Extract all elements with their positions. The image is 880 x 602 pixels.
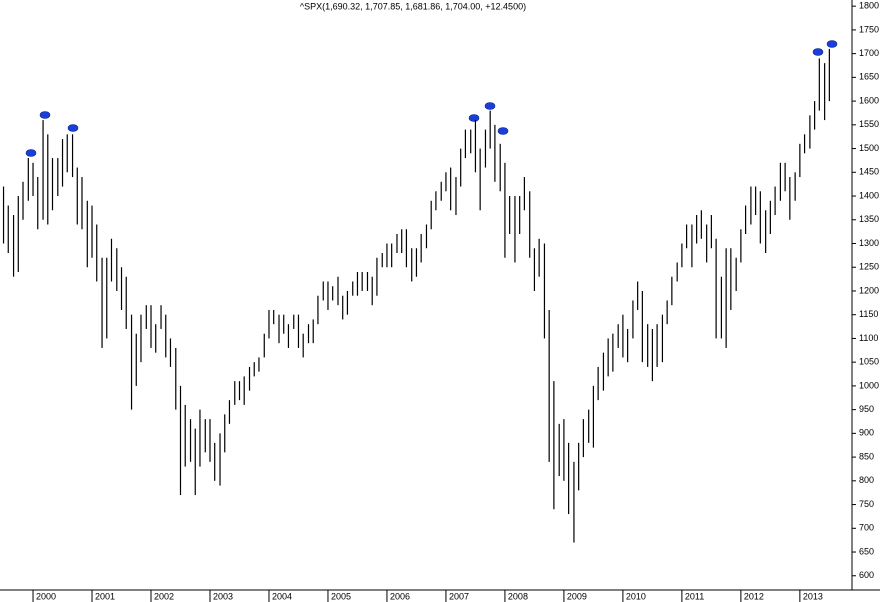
y-tick-label: 1200 xyxy=(859,285,879,295)
x-tick-label: 2005 xyxy=(331,591,351,601)
y-tick-label: 1150 xyxy=(859,309,878,319)
y-tick-label: 600 xyxy=(859,570,874,580)
x-tick-label: 2007 xyxy=(449,591,469,601)
y-tick-label: 850 xyxy=(859,451,874,461)
x-tick-label: 2013 xyxy=(803,591,823,601)
peak-marker xyxy=(39,111,51,119)
peak-marker xyxy=(497,127,509,135)
y-tick-label: 650 xyxy=(859,546,874,556)
y-tick-label: 1000 xyxy=(859,380,879,390)
y-tick-label: 1400 xyxy=(859,190,879,200)
peak-marker xyxy=(67,124,79,132)
x-tick-label: 2003 xyxy=(213,591,233,601)
y-tick-label: 1350 xyxy=(859,214,879,224)
x-tick-label: 2008 xyxy=(508,591,528,601)
peak-marker xyxy=(826,40,838,48)
y-tick-label: 900 xyxy=(859,428,874,438)
x-tick-label: 2004 xyxy=(272,591,292,601)
x-tick-label: 2009 xyxy=(567,591,587,601)
y-tick-label: 800 xyxy=(859,475,874,485)
y-tick-label: 1650 xyxy=(859,72,879,82)
peak-marker xyxy=(25,149,37,157)
y-tick-label: 1450 xyxy=(859,167,879,177)
y-tick-label: 1800 xyxy=(859,1,879,11)
y-tick-label: 750 xyxy=(859,499,874,509)
y-tick-label: 1300 xyxy=(859,238,879,248)
chart-title: ^SPX(1,690.32, 1,707.85, 1,681.86, 1,704… xyxy=(300,1,526,11)
y-tick-label: 1100 xyxy=(859,333,878,343)
x-tick-label: 2001 xyxy=(95,591,115,601)
peak-marker xyxy=(484,102,496,110)
x-tick-label: 2010 xyxy=(626,591,646,601)
x-tick-label: 2006 xyxy=(390,591,410,601)
y-tick-label: 1700 xyxy=(859,48,879,58)
y-tick-label: 700 xyxy=(859,523,874,533)
y-tick-label: 1750 xyxy=(859,24,879,34)
y-tick-label: 1500 xyxy=(859,143,879,153)
y-tick-label: 1250 xyxy=(859,262,879,272)
y-tick-label: 1050 xyxy=(859,357,879,367)
x-tick-label: 2000 xyxy=(36,591,56,601)
peak-marker xyxy=(812,48,824,56)
peak-markers xyxy=(25,40,838,157)
y-tick-label: 1550 xyxy=(859,119,879,129)
x-tick-label: 2002 xyxy=(154,591,174,601)
peak-marker xyxy=(468,114,480,122)
x-tick-label: 2011 xyxy=(685,591,704,601)
y-tick-label: 1600 xyxy=(859,95,879,105)
x-tick-label: 2012 xyxy=(744,591,764,601)
y-tick-label: 950 xyxy=(859,404,874,414)
